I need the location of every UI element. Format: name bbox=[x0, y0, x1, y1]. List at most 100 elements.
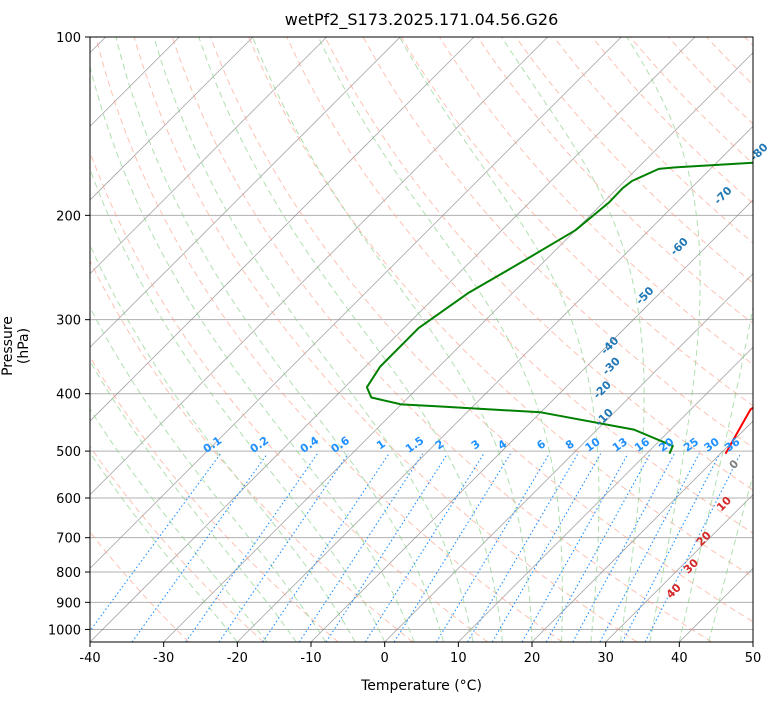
moist-adiabat-line bbox=[626, 37, 701, 642]
dry-adiabat-label: -70 bbox=[711, 184, 734, 207]
mixing-ratio-line bbox=[185, 453, 318, 642]
mixing-ratio-label: 0.2 bbox=[248, 434, 271, 456]
moist-adiabat-line bbox=[90, 243, 356, 642]
dry-adiabat-line bbox=[90, 150, 488, 642]
mixing-ratio-line bbox=[325, 453, 449, 642]
y-axis-ticks: 100 200 300 400 500 600 700 800 900 1000 bbox=[48, 31, 90, 638]
moist-adiabat-line bbox=[90, 64, 415, 642]
dry-adiabat-line bbox=[591, 37, 753, 204]
y-tick-label: 800 bbox=[56, 566, 81, 581]
moist-adiabat-line bbox=[115, 37, 445, 642]
dry-adiabat-line bbox=[248, 37, 753, 578]
moist-adiabat-line bbox=[501, 37, 645, 642]
y-tick-label: 1000 bbox=[48, 623, 81, 638]
x-tick-label: 50 bbox=[745, 651, 762, 666]
dry-adiabat-line bbox=[90, 355, 339, 642]
isotherm-line bbox=[90, 37, 327, 275]
y-tick-label: 300 bbox=[56, 314, 81, 329]
x-tick-label: 10 bbox=[450, 651, 467, 666]
dry-adiabat-line bbox=[668, 37, 753, 125]
isotherm-line bbox=[310, 199, 753, 642]
x-tick-label: -20 bbox=[227, 651, 248, 666]
x-axis-label: Temperature (°C) bbox=[361, 678, 482, 694]
mixing-ratio-label: 30 bbox=[702, 435, 722, 455]
mixing-ratio-line bbox=[521, 453, 629, 642]
mixing-ratio-line bbox=[218, 453, 349, 642]
x-tick-label: -40 bbox=[79, 651, 100, 666]
mixing-ratio-label: 10 bbox=[583, 435, 603, 455]
x-tick-label: -30 bbox=[153, 651, 174, 666]
x-tick-label: 0 bbox=[381, 651, 389, 666]
plot-frame bbox=[89, 36, 754, 643]
dry-adiabat-line bbox=[706, 37, 753, 86]
mixing-ratio-line bbox=[491, 453, 602, 642]
mixing-ratio-line bbox=[467, 453, 579, 642]
isotherm-line bbox=[679, 567, 753, 642]
y-tick-label: 400 bbox=[56, 388, 81, 403]
mixing-ratio-label: 1.5 bbox=[403, 434, 426, 456]
mixing-ratio-label: 0.4 bbox=[298, 434, 322, 456]
mixing-ratio-label: 4 bbox=[496, 437, 510, 452]
isotherm-line bbox=[90, 37, 475, 422]
plot-area bbox=[90, 37, 753, 642]
moist-adiabat-line bbox=[317, 37, 563, 642]
isotherm-line bbox=[384, 273, 753, 642]
moist-adiabat-label: 10 bbox=[714, 494, 734, 514]
mixing-ratio-line bbox=[435, 453, 550, 642]
moist-adiabat-line bbox=[708, 473, 753, 642]
mixing-ratio-line bbox=[572, 453, 675, 642]
moist-adiabat-line bbox=[153, 37, 474, 642]
isotherm-line bbox=[458, 346, 753, 642]
moist-adiabat-line bbox=[90, 306, 327, 642]
dry-adiabat-line bbox=[133, 37, 638, 642]
y-tick-label: 600 bbox=[56, 492, 81, 507]
dry-adiabat-line bbox=[171, 37, 712, 642]
moist-adiabat-label: 20 bbox=[694, 529, 714, 549]
mixing-ratio-line bbox=[644, 453, 741, 642]
moist-adiabat-line bbox=[399, 37, 600, 642]
dry-adiabat-line bbox=[400, 37, 753, 407]
mixing-ratio-label: 20 bbox=[656, 435, 676, 455]
x-axis-ticks: -40 -30 -20 -10 0 10 20 30 40 50 bbox=[79, 642, 761, 666]
y-axis-label: Pressure (hPa) bbox=[0, 316, 32, 376]
mixing-ratio-line bbox=[298, 453, 424, 642]
isotherm-line bbox=[90, 37, 401, 348]
x-tick-label: 30 bbox=[597, 651, 614, 666]
mixing-ratio-label: 16 bbox=[632, 435, 652, 455]
dry-adiabat-line bbox=[95, 37, 563, 642]
dry-adiabat-line bbox=[515, 37, 753, 284]
dewpoint-profile bbox=[365, 161, 753, 455]
x-tick-label: 20 bbox=[524, 651, 541, 666]
isotherm-line bbox=[90, 37, 548, 496]
moist-adiabat-line bbox=[90, 451, 238, 642]
isotherm-line bbox=[163, 52, 753, 642]
isotherm-line bbox=[752, 641, 753, 642]
y-tick-label: 100 bbox=[56, 31, 81, 46]
y-tick-label: 900 bbox=[56, 596, 81, 611]
dry-adiabat-line bbox=[90, 445, 264, 642]
moist-adiabat-label: 0 bbox=[727, 457, 742, 472]
isotherm-line bbox=[605, 494, 753, 642]
dry-adiabat-label: -50 bbox=[633, 284, 656, 307]
dry-adiabat-line bbox=[477, 37, 753, 325]
isotherm-line bbox=[90, 37, 254, 201]
moist-adiabat-line bbox=[678, 304, 753, 642]
dry-adiabat-label: -20 bbox=[591, 378, 614, 401]
dry-adiabat-label: -30 bbox=[600, 354, 623, 377]
moist-adiabat-line bbox=[252, 37, 533, 642]
dry-adiabat-line bbox=[210, 37, 753, 623]
dry-adiabat-line bbox=[629, 37, 753, 165]
mixing-ratio-line bbox=[364, 453, 485, 642]
x-tick-label: 40 bbox=[671, 651, 688, 666]
dry-adiabat-labels: -100-90-80-70-60-50-40-30-20-10 bbox=[591, 140, 771, 429]
dry-adiabat-label: -80 bbox=[747, 140, 770, 163]
mixing-ratio-line bbox=[262, 453, 390, 642]
y-tick-label: 200 bbox=[56, 209, 81, 224]
moist-adiabat-line bbox=[90, 167, 386, 642]
y-tick-label: 700 bbox=[56, 532, 81, 547]
mixing-ratio-line bbox=[393, 453, 511, 642]
moist-adiabat-line bbox=[198, 37, 503, 642]
